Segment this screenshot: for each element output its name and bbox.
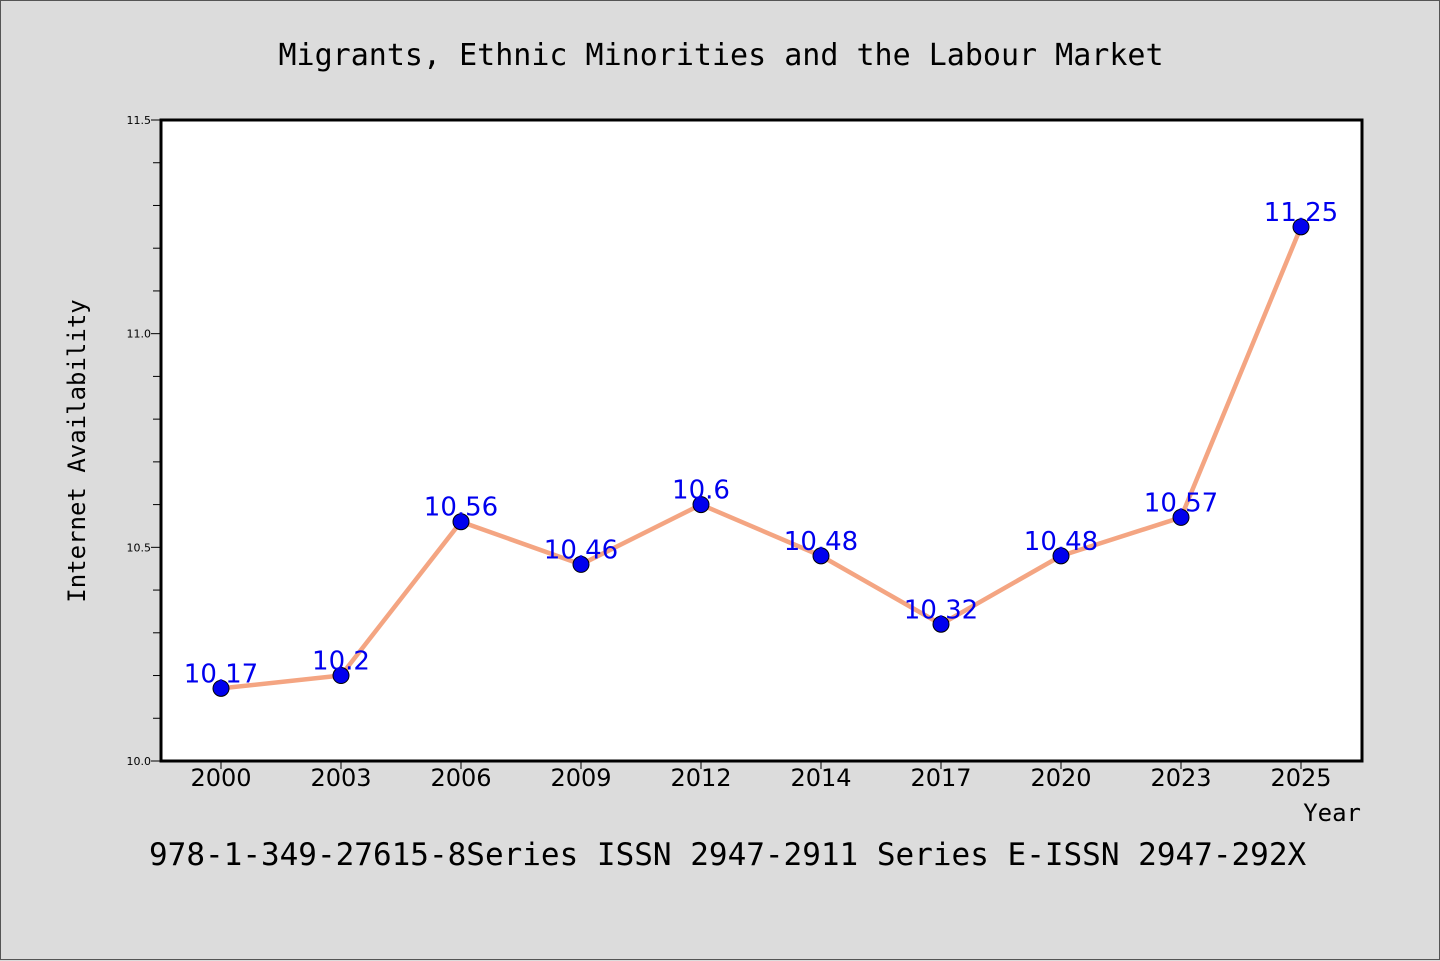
data-label: 10.56 xyxy=(424,493,498,523)
x-tick-label: 2017 xyxy=(910,764,971,792)
y-tick-label: 11.0 xyxy=(127,328,152,341)
data-label: 10.32 xyxy=(904,595,978,625)
data-point xyxy=(812,547,830,565)
x-axis: 2000 2003 2006 2009 2012 2014 2017 2020 2023 2025 xyxy=(190,761,1332,792)
data-point xyxy=(212,679,230,697)
data-label: 10.57 xyxy=(1144,488,1218,518)
data-points xyxy=(212,218,1310,697)
data-label: 11.25 xyxy=(1264,198,1338,228)
data-point xyxy=(1052,547,1070,565)
y-axis-label: Internet Availability xyxy=(63,299,91,602)
data-label: 10.17 xyxy=(184,659,258,689)
x-tick-label: 2025 xyxy=(1270,764,1331,792)
x-tick-label: 2006 xyxy=(430,764,491,792)
chart-title: Migrants, Ethnic Minorities and the Labo… xyxy=(278,38,1163,73)
series-line-group xyxy=(220,225,1304,691)
x-axis-label: Year xyxy=(1303,799,1361,827)
data-label: 10.48 xyxy=(1024,527,1098,557)
series-line xyxy=(220,225,1304,691)
plot-area xyxy=(159,118,1364,763)
data-point xyxy=(932,615,950,633)
x-tick-label: 2014 xyxy=(790,764,851,792)
data-point xyxy=(1292,218,1310,236)
data-labels: 10.17 10.2 10.56 10.46 10.6 10.48 10.32 10.48 10… xyxy=(184,198,1338,690)
footer-isbn-text: 978-1-349-27615-8Series ISSN 2947-2911 S… xyxy=(149,837,1306,873)
data-point xyxy=(1172,508,1190,526)
data-label: 10.48 xyxy=(784,527,858,557)
data-point xyxy=(332,667,350,685)
y-tick-label: 10.0 xyxy=(127,755,152,768)
x-tick-label: 2012 xyxy=(670,764,731,792)
x-tick-label: 2020 xyxy=(1030,764,1091,792)
x-tick-label: 2003 xyxy=(310,764,371,792)
y-tick-label: 10.5 xyxy=(127,541,152,554)
data-label: 10.2 xyxy=(312,647,370,677)
y-tick-label: 11.5 xyxy=(127,114,152,127)
x-tick-label: 2023 xyxy=(1150,764,1211,792)
data-label: 10.6 xyxy=(672,476,730,506)
data-point xyxy=(572,555,590,573)
data-point xyxy=(452,513,470,531)
data-label: 10.46 xyxy=(544,535,618,565)
x-tick-label: 2009 xyxy=(550,764,611,792)
data-point xyxy=(692,496,710,514)
x-tick-label: 2000 xyxy=(190,764,251,792)
y-axis: 10.0 10.5 11.0 11.5 xyxy=(127,114,161,768)
